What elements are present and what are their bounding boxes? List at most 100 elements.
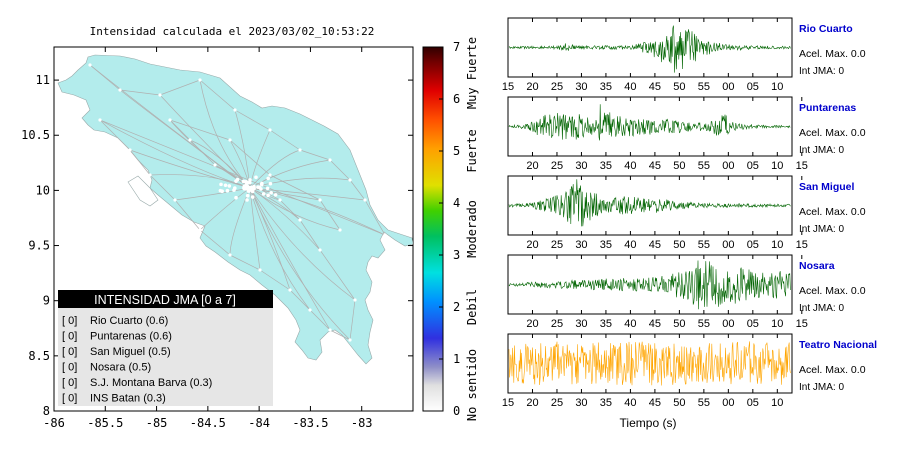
- station-marker: [128, 148, 132, 152]
- station-marker: [228, 138, 232, 142]
- map-y-tick-label: 10.5: [21, 128, 50, 142]
- station-marker: [328, 328, 332, 332]
- station-marker: [258, 268, 262, 272]
- road: [129, 149, 251, 189]
- trace-int-jma: Int JMA: 0: [799, 303, 844, 314]
- colorbar-tick-label: 4: [453, 196, 460, 210]
- road: [234, 109, 271, 131]
- station-marker: [219, 182, 223, 187]
- legend-header: INTENSIDAD JMA [0 a 7]: [94, 293, 236, 307]
- legend-entry-station: INS Batan (0.3): [90, 393, 166, 405]
- station-marker: [168, 118, 172, 122]
- trace-tick-label: 45: [649, 397, 661, 409]
- station-marker: [338, 228, 342, 232]
- colorbar-category-label: Fuerte: [465, 129, 479, 172]
- legend-entry-station: Puntarenas (0.6): [90, 331, 172, 343]
- legend-entry-jma: [ 0]: [62, 377, 77, 389]
- station-markers: [88, 63, 387, 342]
- colorbar-tick-label: 7: [453, 40, 460, 54]
- colorbar-category-label: No sentido: [465, 349, 479, 421]
- station-marker: [227, 184, 232, 188]
- road: [199, 187, 251, 231]
- legend-entry-jma: [ 0]: [62, 346, 77, 358]
- trace-tick-label: 45: [649, 239, 661, 251]
- trace-tick-label: 30: [575, 397, 587, 409]
- station-marker: [298, 148, 302, 152]
- road: [99, 119, 131, 151]
- station-marker: [288, 288, 292, 292]
- station-marker: [173, 198, 177, 202]
- road: [229, 254, 261, 271]
- trace-int-jma: Int JMA: 0: [799, 382, 844, 393]
- road: [229, 139, 271, 176]
- trace-tick-label: 50: [673, 239, 685, 251]
- trace-tick-label: 20: [526, 160, 538, 172]
- trace-tick-label: 45: [649, 318, 661, 330]
- map-y-tick-label: 10: [36, 183, 50, 197]
- intensity-legend: INTENSIDAD JMA [0 a 7] [ 0] Rio Cuarto (0…: [58, 290, 273, 406]
- station-marker: [348, 178, 352, 182]
- trace-tick-label: 30: [575, 239, 587, 251]
- trace-tick-label: 35: [600, 318, 612, 330]
- map-x-tick-label: -84.5: [190, 416, 226, 430]
- colorbar: 0 1 2 3 4 5 6 7 No sentido Debil Moderado Fuerte Mu…: [422, 37, 479, 421]
- colorbar-categories: No sentido Debil Moderado Fuerte Muy Fuerte: [465, 37, 479, 421]
- station-marker: [245, 193, 250, 198]
- road: [249, 187, 261, 271]
- map-y-tick-label: 9: [43, 294, 50, 308]
- trace-tick-label: 25: [551, 81, 563, 93]
- colorbar-tick-label: 3: [453, 248, 460, 262]
- road: [249, 187, 331, 331]
- trace-tick-label: 25: [551, 160, 563, 172]
- legend-entry-jma: [ 0]: [62, 393, 77, 405]
- station-marker: [213, 163, 217, 167]
- map-y-tick-label: 9.5: [28, 239, 50, 253]
- station-marker: [245, 198, 249, 202]
- trace-tick-label: 35: [600, 81, 612, 93]
- station-marker: [248, 186, 252, 190]
- trace-tick-label: 10: [771, 397, 783, 409]
- trace-tick-label: 15: [796, 318, 808, 330]
- station-marker: [298, 218, 302, 222]
- road: [364, 199, 386, 236]
- legend-entry-jma: [ 0]: [62, 315, 77, 327]
- station-marker: [278, 198, 282, 202]
- legend-entry-station: S.J. Montana Barva (0.3): [90, 377, 212, 389]
- trace-tick-label: 30: [575, 81, 587, 93]
- map-y-ticks: 8 8.5 9 9.5 10 10.5 11: [21, 73, 413, 418]
- road: [329, 159, 351, 181]
- trace-tick-label: 30: [575, 318, 587, 330]
- road: [89, 64, 121, 91]
- trace-tick-label: 05: [747, 160, 759, 172]
- trace-tick-label: 00: [722, 160, 734, 172]
- trace-frame: [507, 96, 793, 157]
- road: [159, 79, 201, 96]
- station-marker: [228, 253, 232, 257]
- road: [259, 269, 291, 291]
- trace-tick-label: 00: [722, 81, 734, 93]
- map-x-tick-label: -83.5: [292, 416, 328, 430]
- station-marker: [188, 138, 192, 142]
- trace-acel-max: Acel. Max. 0.0: [799, 285, 866, 297]
- trace-station-name: Puntarenas: [799, 102, 856, 114]
- trace-tick-label: 55: [698, 160, 710, 172]
- colorbar-category-label: Moderado: [465, 200, 479, 258]
- road: [174, 199, 201, 231]
- trace-tick-label: 10: [771, 318, 783, 330]
- station-marker: [265, 186, 270, 191]
- trace-station-name: Nosara: [799, 260, 835, 272]
- map-x-ticks: -86 -85.5 -85 -84.5 -84 -83.5 -83: [43, 47, 373, 430]
- road: [169, 119, 231, 141]
- map-x-tick-label: -85.5: [87, 416, 123, 430]
- map-x-tick-label: -85: [146, 416, 168, 430]
- trace-station-name: San Miguel: [799, 181, 855, 193]
- station-marker: [198, 78, 202, 82]
- road: [319, 199, 341, 231]
- road: [299, 219, 321, 251]
- trace-tick-label: 05: [747, 318, 759, 330]
- trace-tick-label: 20: [526, 81, 538, 93]
- station-marker: [273, 193, 278, 197]
- trace-tick-label: 40: [624, 239, 636, 251]
- station-marker: [88, 63, 92, 67]
- trace-tick-label: 50: [673, 160, 685, 172]
